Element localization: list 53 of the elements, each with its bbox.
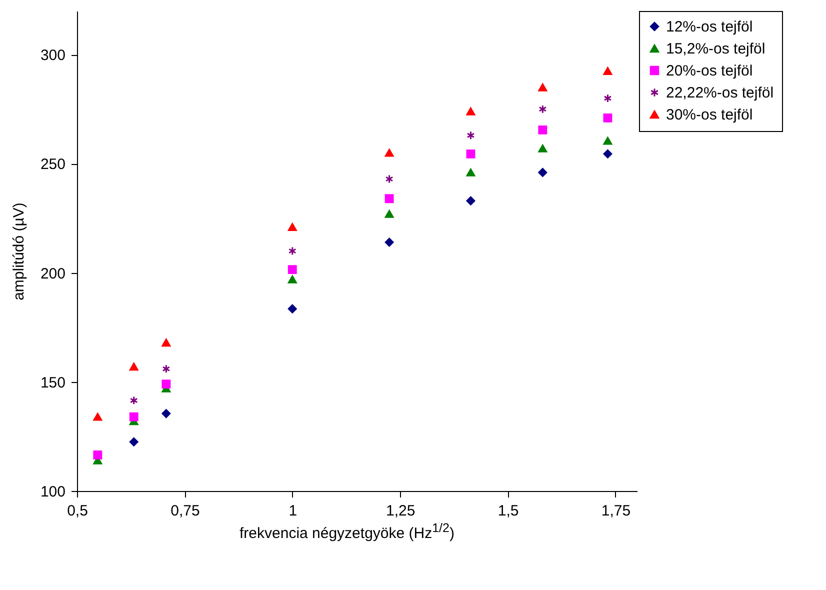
point: [130, 396, 138, 405]
x-tick-label: 1,25: [386, 502, 416, 520]
point: [385, 174, 394, 184]
point: [93, 412, 102, 421]
point: [129, 412, 138, 422]
point: [93, 450, 102, 460]
point: [384, 194, 394, 204]
point: [466, 149, 476, 158]
y-axis-title: amplitúdó (µV): [10, 202, 28, 300]
point: [162, 364, 170, 374]
legend-label: 15,2%-os tejföl: [666, 40, 766, 58]
point: [603, 67, 612, 75]
point: [288, 265, 297, 274]
legend-label: 30%-os tejföl: [666, 106, 753, 124]
point: [288, 275, 297, 284]
point: [384, 148, 394, 157]
point: [384, 210, 394, 218]
point: [162, 409, 171, 418]
y-tick-label: 100: [40, 484, 66, 500]
point: [538, 168, 548, 177]
legend-label: 22,22%-os tejföl: [666, 84, 774, 102]
x-tick-label: 1,75: [601, 502, 631, 520]
point: [466, 130, 475, 140]
point: [466, 168, 476, 176]
point: [288, 223, 297, 231]
x-tick-label: 0,75: [170, 502, 200, 520]
point: [604, 94, 612, 103]
x-axis-title: frekvencia négyzetgyöke (Hz$^{1/2}$): [238, 521, 456, 542]
point: [603, 136, 612, 145]
point: [466, 196, 476, 206]
point: [538, 144, 548, 152]
point: [603, 149, 612, 158]
y-tick-label: 300: [40, 47, 66, 64]
x-tick-label: 1,5: [498, 502, 519, 520]
x-tick-label: 0,5: [67, 502, 88, 520]
point: [288, 246, 296, 256]
point: [538, 104, 547, 114]
legend-label: 20%-os tejföl: [666, 62, 753, 80]
y-tick-label: 250: [40, 156, 66, 174]
point: [129, 362, 138, 371]
point: [288, 304, 297, 314]
y-tick-label: 200: [40, 265, 66, 282]
point: [538, 83, 548, 92]
point: [162, 380, 171, 389]
point: [603, 113, 612, 122]
point: [466, 107, 476, 116]
y-tick-label: 150: [40, 374, 66, 392]
x-tick-label: 1: [288, 502, 298, 520]
point: [538, 125, 548, 134]
legend-label: 12%-os tejföl: [666, 18, 753, 36]
point: [162, 338, 171, 347]
point: [384, 238, 394, 247]
point: [129, 437, 138, 446]
